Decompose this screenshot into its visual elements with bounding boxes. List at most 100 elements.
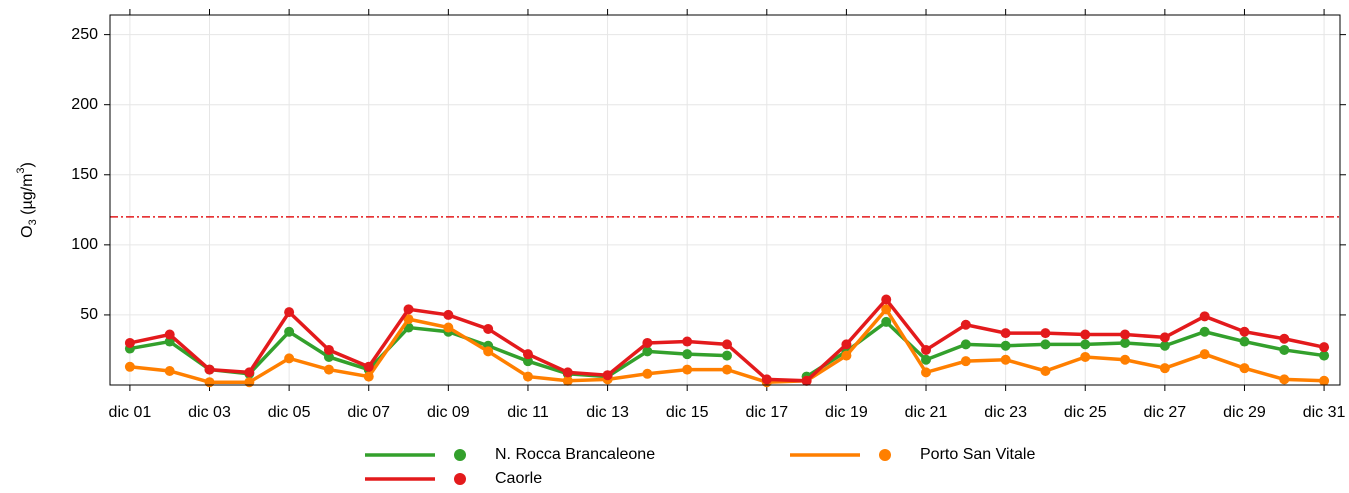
data-point xyxy=(1239,336,1250,347)
legend-marker xyxy=(454,473,466,485)
x-tick-label: dic 05 xyxy=(268,404,311,421)
data-point xyxy=(1159,363,1170,374)
data-point xyxy=(522,356,533,367)
data-point xyxy=(1159,340,1170,351)
plot-frame xyxy=(109,14,1341,386)
data-point xyxy=(204,377,215,388)
data-point xyxy=(1319,342,1330,353)
data-point xyxy=(1279,333,1290,344)
data-point xyxy=(960,339,971,350)
data-point xyxy=(164,329,175,340)
data-point xyxy=(682,364,693,375)
data-point xyxy=(1319,350,1330,361)
data-point xyxy=(1199,326,1210,337)
data-point xyxy=(483,323,494,334)
data-point xyxy=(721,339,732,350)
data-point xyxy=(1239,363,1250,374)
data-point xyxy=(1040,339,1051,350)
data-point xyxy=(244,367,255,378)
y-tick-label: 200 xyxy=(71,96,98,113)
data-point xyxy=(284,307,295,318)
y-tick-label: 100 xyxy=(71,236,98,253)
data-point xyxy=(443,309,454,320)
data-point xyxy=(1159,332,1170,343)
x-tick-label: dic 25 xyxy=(1064,404,1107,421)
data-point xyxy=(841,350,852,361)
data-point xyxy=(1000,340,1011,351)
data-point xyxy=(323,364,334,375)
x-tick-label: dic 03 xyxy=(188,404,231,421)
x-tick-label: dic 19 xyxy=(825,404,868,421)
data-point xyxy=(483,346,494,357)
data-point xyxy=(761,374,772,385)
data-point xyxy=(801,375,812,386)
data-point xyxy=(323,351,334,362)
legend-marker xyxy=(454,449,466,461)
data-point xyxy=(1319,375,1330,386)
data-point xyxy=(403,314,414,325)
data-point xyxy=(1120,337,1131,348)
data-point xyxy=(284,353,295,364)
data-point xyxy=(1080,351,1091,362)
data-point xyxy=(562,367,573,378)
x-tick-label: dic 31 xyxy=(1303,404,1346,421)
data-point xyxy=(164,365,175,376)
data-point xyxy=(522,371,533,382)
data-point xyxy=(363,361,374,372)
x-tick-label: dic 29 xyxy=(1223,404,1266,421)
data-point xyxy=(1000,328,1011,339)
data-point xyxy=(1120,354,1131,365)
data-point xyxy=(522,349,533,360)
legend-label: N. Rocca Brancaleone xyxy=(495,446,655,463)
y-tick-label: 150 xyxy=(71,166,98,183)
data-point xyxy=(881,304,892,315)
data-point xyxy=(124,337,135,348)
data-point xyxy=(403,304,414,315)
data-point xyxy=(881,316,892,327)
x-tick-label: dic 13 xyxy=(586,404,629,421)
x-tick-label: dic 27 xyxy=(1144,404,1187,421)
data-point xyxy=(562,375,573,386)
data-point xyxy=(602,370,613,381)
data-point xyxy=(124,361,135,372)
data-point xyxy=(642,346,653,357)
data-point xyxy=(1239,326,1250,337)
data-point xyxy=(960,319,971,330)
legend-marker xyxy=(879,449,891,461)
data-point xyxy=(921,344,932,355)
x-tick-label: dic 23 xyxy=(984,404,1027,421)
data-point xyxy=(1000,354,1011,365)
data-point xyxy=(960,356,971,367)
data-point xyxy=(721,350,732,361)
legend-label: Porto San Vitale xyxy=(920,446,1035,463)
data-point xyxy=(841,339,852,350)
data-point xyxy=(1120,329,1131,340)
data-point xyxy=(1199,349,1210,360)
data-point xyxy=(443,322,454,333)
data-point xyxy=(682,336,693,347)
data-point xyxy=(682,349,693,360)
x-tick-label: dic 07 xyxy=(347,404,390,421)
x-tick-label: dic 01 xyxy=(109,404,152,421)
data-point xyxy=(1040,328,1051,339)
y-tick-label: 250 xyxy=(71,26,98,43)
x-tick-label: dic 11 xyxy=(507,404,549,421)
data-point xyxy=(721,364,732,375)
data-point xyxy=(1199,311,1210,322)
x-tick-label: dic 09 xyxy=(427,404,470,421)
x-tick-label: dic 17 xyxy=(745,404,788,421)
data-point xyxy=(921,367,932,378)
data-point xyxy=(284,326,295,337)
legend-label: Caorle xyxy=(495,470,542,487)
y-axis-label: O3 (µg/m3) xyxy=(15,162,39,238)
data-point xyxy=(642,337,653,348)
data-point xyxy=(244,377,255,388)
data-point xyxy=(642,368,653,379)
data-point xyxy=(1279,374,1290,385)
x-tick-label: dic 15 xyxy=(666,404,709,421)
data-point xyxy=(204,364,215,375)
data-point xyxy=(1040,365,1051,376)
data-point xyxy=(1080,339,1091,350)
data-point xyxy=(323,344,334,355)
